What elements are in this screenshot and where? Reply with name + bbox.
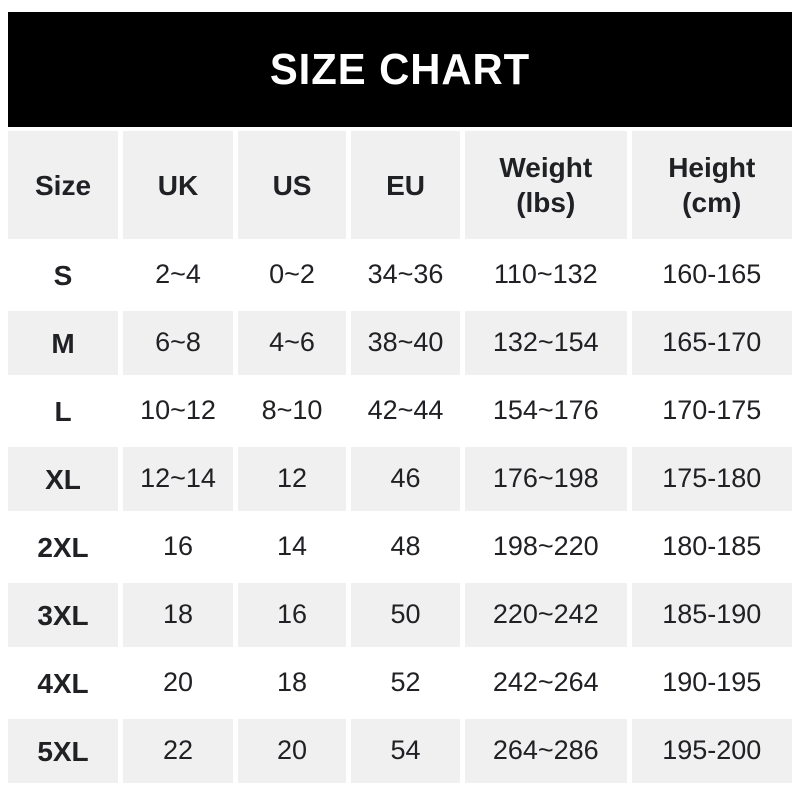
cell-uk: 10~12 bbox=[123, 379, 234, 443]
cell-weight: 220~242 bbox=[465, 583, 627, 647]
table-header-row: Size UK US EU Weight (lbs) Height (cm) bbox=[8, 131, 792, 239]
cell-weight: 110~132 bbox=[465, 243, 627, 307]
cell-eu: 46 bbox=[351, 447, 461, 511]
cell-height: 165-170 bbox=[631, 311, 792, 375]
column-header-weight: Weight (lbs) bbox=[465, 131, 627, 239]
cell-height: 185-190 bbox=[631, 583, 792, 647]
cell-uk: 22 bbox=[123, 719, 234, 783]
cell-eu: 52 bbox=[351, 651, 461, 715]
cell-uk: 20 bbox=[123, 651, 234, 715]
cell-size: 2XL bbox=[8, 515, 118, 579]
cell-size: M bbox=[8, 311, 118, 375]
page-title: SIZE CHART bbox=[269, 44, 531, 94]
cell-us: 0~2 bbox=[238, 243, 347, 307]
cell-weight: 154~176 bbox=[465, 379, 627, 443]
cell-weight: 264~286 bbox=[465, 719, 627, 783]
cell-us: 8~10 bbox=[238, 379, 347, 443]
cell-us: 4~6 bbox=[238, 311, 347, 375]
column-header-us: US bbox=[238, 131, 347, 239]
column-header-height: Height (cm) bbox=[631, 131, 792, 239]
cell-size: L bbox=[8, 379, 118, 443]
table-row: 2XL 16 14 48 198~220 180-185 bbox=[8, 515, 792, 579]
table-row: 4XL 20 18 52 242~264 190-195 bbox=[8, 651, 792, 715]
cell-height: 175-180 bbox=[631, 447, 792, 511]
cell-weight: 132~154 bbox=[465, 311, 627, 375]
table-row: 3XL 18 16 50 220~242 185-190 bbox=[8, 583, 792, 647]
cell-height: 160-165 bbox=[631, 243, 792, 307]
banner: SIZE CHART bbox=[8, 12, 792, 127]
cell-size: S bbox=[8, 243, 118, 307]
cell-size: 3XL bbox=[8, 583, 118, 647]
cell-height: 180-185 bbox=[631, 515, 792, 579]
table-row: 5XL 22 20 54 264~286 195-200 bbox=[8, 719, 792, 783]
table-row: XL 12~14 12 46 176~198 175-180 bbox=[8, 447, 792, 511]
cell-us: 16 bbox=[238, 583, 347, 647]
cell-us: 12 bbox=[238, 447, 347, 511]
cell-weight: 198~220 bbox=[465, 515, 627, 579]
table-row: M 6~8 4~6 38~40 132~154 165-170 bbox=[8, 311, 792, 375]
cell-us: 14 bbox=[238, 515, 347, 579]
cell-uk: 18 bbox=[123, 583, 234, 647]
cell-uk: 6~8 bbox=[123, 311, 234, 375]
cell-uk: 16 bbox=[123, 515, 234, 579]
cell-eu: 42~44 bbox=[351, 379, 461, 443]
column-header-size: Size bbox=[8, 131, 118, 239]
cell-us: 18 bbox=[238, 651, 347, 715]
cell-eu: 50 bbox=[351, 583, 461, 647]
cell-height: 190-195 bbox=[631, 651, 792, 715]
cell-height: 170-175 bbox=[631, 379, 792, 443]
column-header-eu: EU bbox=[351, 131, 461, 239]
cell-size: 5XL bbox=[8, 719, 118, 783]
cell-eu: 54 bbox=[351, 719, 461, 783]
table-row: L 10~12 8~10 42~44 154~176 170-175 bbox=[8, 379, 792, 443]
size-chart-page: SIZE CHART Size UK US EU Weight (lbs) Height … bbox=[8, 12, 792, 783]
column-header-uk: UK bbox=[123, 131, 234, 239]
cell-eu: 34~36 bbox=[351, 243, 461, 307]
cell-weight: 176~198 bbox=[465, 447, 627, 511]
cell-weight: 242~264 bbox=[465, 651, 627, 715]
cell-eu: 48 bbox=[351, 515, 461, 579]
cell-us: 20 bbox=[238, 719, 347, 783]
cell-eu: 38~40 bbox=[351, 311, 461, 375]
cell-size: 4XL bbox=[8, 651, 118, 715]
cell-uk: 2~4 bbox=[123, 243, 234, 307]
cell-uk: 12~14 bbox=[123, 447, 234, 511]
cell-size: XL bbox=[8, 447, 118, 511]
size-table: Size UK US EU Weight (lbs) Height (cm) S 2~4 0~… bbox=[8, 131, 792, 783]
cell-height: 195-200 bbox=[631, 719, 792, 783]
table-row: S 2~4 0~2 34~36 110~132 160-165 bbox=[8, 243, 792, 307]
